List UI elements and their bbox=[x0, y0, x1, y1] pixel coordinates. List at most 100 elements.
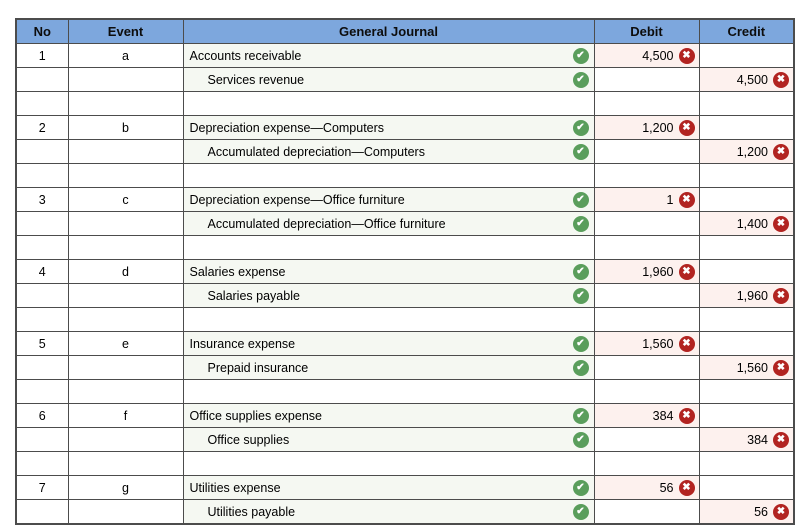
general-journal-table-container: No Event General Journal Debit Credit 1 … bbox=[15, 18, 795, 525]
spacer-row bbox=[15, 91, 795, 116]
empty-cell bbox=[15, 235, 69, 260]
credit-account-cell: Accumulated depreciation—Computers ✔ bbox=[182, 139, 595, 164]
empty-cell bbox=[593, 235, 700, 260]
account-name: Insurance expense bbox=[189, 336, 296, 351]
entry-event-cell-empty bbox=[67, 139, 184, 164]
credit-account-cell: Utilities payable ✔ bbox=[182, 499, 595, 525]
entry-no-cell-empty bbox=[15, 211, 69, 236]
debit-amount-cell-empty bbox=[593, 211, 700, 236]
spacer-row bbox=[15, 451, 795, 476]
credit-amount-cell-empty bbox=[698, 259, 795, 284]
entry-no-cell-empty bbox=[15, 67, 69, 92]
entry-no-cell-empty bbox=[15, 283, 69, 308]
x-icon: ✖ bbox=[678, 335, 695, 352]
entry-no-cell-empty bbox=[15, 499, 69, 525]
entry-4-debit-row: 4 d Salaries expense ✔ 1,960 ✖ bbox=[15, 259, 795, 284]
empty-cell bbox=[698, 379, 795, 404]
debit-account-cell: Insurance expense ✔ bbox=[182, 331, 595, 356]
empty-cell bbox=[182, 235, 595, 260]
entry-no-cell: 6 bbox=[15, 403, 69, 428]
empty-cell bbox=[15, 307, 69, 332]
entry-no-cell-empty bbox=[15, 427, 69, 452]
amount-value: 56 bbox=[659, 480, 674, 495]
debit-amount-cell-empty bbox=[593, 499, 700, 525]
header-event: Event bbox=[67, 18, 184, 44]
amount-value: 1,560 bbox=[642, 336, 674, 351]
check-icon: ✔ bbox=[572, 431, 589, 448]
empty-cell bbox=[67, 91, 184, 116]
credit-account-cell: Salaries payable ✔ bbox=[182, 283, 595, 308]
check-icon: ✔ bbox=[572, 215, 589, 232]
debit-account-cell: Utilities expense ✔ bbox=[182, 475, 595, 500]
entry-5-debit-row: 5 e Insurance expense ✔ 1,560 ✖ bbox=[15, 331, 795, 356]
account-name: Depreciation expense—Office furniture bbox=[189, 192, 405, 207]
account-name: Prepaid insurance bbox=[207, 360, 309, 375]
debit-amount-cell: 1,560 ✖ bbox=[593, 331, 700, 356]
entry-event-cell: c bbox=[67, 187, 184, 212]
header-general-journal: General Journal bbox=[182, 18, 595, 44]
amount-value: 1,200 bbox=[736, 144, 768, 159]
entry-event-cell: a bbox=[67, 43, 184, 68]
x-icon: ✖ bbox=[678, 479, 695, 496]
credit-amount-cell-empty bbox=[698, 331, 795, 356]
account-name: Accounts receivable bbox=[189, 48, 302, 63]
empty-cell bbox=[67, 307, 184, 332]
entry-event-cell: e bbox=[67, 331, 184, 356]
header-no: No bbox=[15, 18, 69, 44]
entry-event-cell: b bbox=[67, 115, 184, 140]
amount-value: 384 bbox=[747, 432, 768, 447]
account-name: Salaries payable bbox=[207, 288, 300, 303]
entry-7-debit-row: 7 g Utilities expense ✔ 56 ✖ bbox=[15, 475, 795, 500]
empty-cell bbox=[67, 379, 184, 404]
debit-account-cell: Office supplies expense ✔ bbox=[182, 403, 595, 428]
debit-amount-cell: 56 ✖ bbox=[593, 475, 700, 500]
check-icon: ✔ bbox=[572, 407, 589, 424]
amount-value: 1,960 bbox=[736, 288, 768, 303]
credit-amount-cell-empty bbox=[698, 187, 795, 212]
x-icon: ✖ bbox=[773, 143, 789, 160]
account-name: Office supplies bbox=[207, 432, 290, 447]
entry-event-cell-empty bbox=[67, 67, 184, 92]
amount-value: 4,500 bbox=[642, 48, 674, 63]
entry-event-cell: d bbox=[67, 259, 184, 284]
entry-event-cell: f bbox=[67, 403, 184, 428]
amount-value: 1,200 bbox=[642, 120, 674, 135]
account-name: Salaries expense bbox=[189, 264, 286, 279]
credit-amount-cell: 56 ✖ bbox=[698, 499, 795, 525]
empty-cell bbox=[182, 379, 595, 404]
empty-cell bbox=[15, 91, 69, 116]
entry-6-debit-row: 6 f Office supplies expense ✔ 384 ✖ bbox=[15, 403, 795, 428]
empty-cell bbox=[593, 451, 700, 476]
empty-cell bbox=[698, 307, 795, 332]
credit-account-cell: Services revenue ✔ bbox=[182, 67, 595, 92]
entry-no-cell: 1 bbox=[15, 43, 69, 68]
empty-cell bbox=[698, 163, 795, 188]
entry-no-cell: 5 bbox=[15, 331, 69, 356]
empty-cell bbox=[15, 451, 69, 476]
x-icon: ✖ bbox=[678, 47, 695, 64]
x-icon: ✖ bbox=[678, 263, 695, 280]
entry-no-cell: 3 bbox=[15, 187, 69, 212]
empty-cell bbox=[67, 451, 184, 476]
entry-5-credit-row: Prepaid insurance ✔ 1,560 ✖ bbox=[15, 355, 795, 380]
debit-account-cell: Accounts receivable ✔ bbox=[182, 43, 595, 68]
entry-no-cell-empty bbox=[15, 139, 69, 164]
entry-event-cell-empty bbox=[67, 499, 184, 525]
credit-account-cell: Accumulated depreciation—Office furnitur… bbox=[182, 211, 595, 236]
x-icon: ✖ bbox=[678, 191, 695, 208]
amount-value: 1 bbox=[666, 192, 674, 207]
account-name: Utilities expense bbox=[189, 480, 281, 495]
credit-account-cell: Prepaid insurance ✔ bbox=[182, 355, 595, 380]
entry-no-cell: 4 bbox=[15, 259, 69, 284]
x-icon: ✖ bbox=[773, 503, 789, 520]
empty-cell bbox=[593, 379, 700, 404]
debit-amount-cell: 4,500 ✖ bbox=[593, 43, 700, 68]
entry-1-debit-row: 1 a Accounts receivable ✔ 4,500 ✖ bbox=[15, 43, 795, 68]
credit-amount-cell: 1,960 ✖ bbox=[698, 283, 795, 308]
empty-cell bbox=[698, 235, 795, 260]
check-icon: ✔ bbox=[572, 143, 589, 160]
debit-amount-cell-empty bbox=[593, 427, 700, 452]
header-debit: Debit bbox=[593, 18, 700, 44]
entry-1-credit-row: Services revenue ✔ 4,500 ✖ bbox=[15, 67, 795, 92]
check-icon: ✔ bbox=[572, 479, 589, 496]
